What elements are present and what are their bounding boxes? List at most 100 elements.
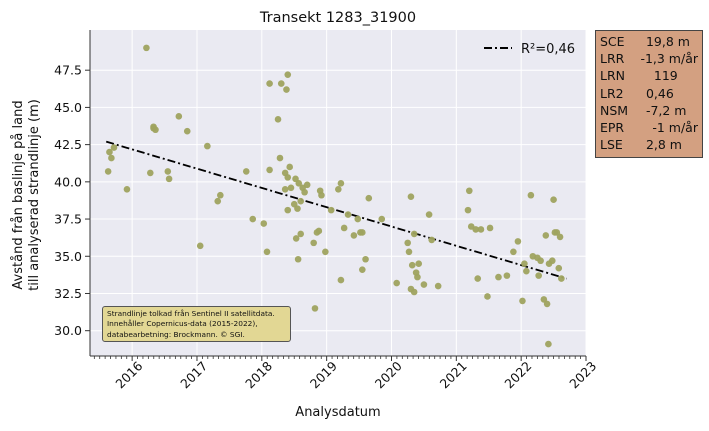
data-point — [110, 144, 118, 151]
data-point — [527, 191, 535, 199]
stat-key: LSE — [600, 137, 623, 153]
data-point — [556, 233, 564, 241]
data-point — [434, 282, 442, 290]
legend: R²=0,46 — [484, 42, 575, 57]
data-point — [146, 169, 154, 177]
stat-key: LR2 — [600, 85, 624, 101]
data-point — [407, 193, 415, 201]
data-point — [555, 264, 563, 272]
data-point — [266, 166, 273, 174]
note-line: Strandlinje tolkad från Sentinel II sate… — [107, 309, 275, 318]
data-point — [545, 340, 552, 348]
data-point — [428, 236, 435, 244]
data-point — [362, 255, 369, 263]
y-axis-label-line1: Avstånd från baslinje på land — [11, 100, 26, 289]
data-point — [276, 154, 284, 162]
data-point — [425, 211, 433, 218]
data-point — [284, 206, 292, 214]
data-point — [108, 154, 115, 162]
data-point — [543, 300, 551, 308]
data-point — [378, 215, 386, 223]
data-point — [301, 188, 308, 196]
data-point — [350, 232, 358, 239]
data-point — [292, 235, 300, 242]
data-point — [359, 266, 366, 273]
stat-key: SCE — [600, 34, 625, 49]
data-point — [297, 230, 305, 238]
data-point — [217, 191, 224, 199]
data-point — [143, 44, 150, 52]
data-point — [495, 273, 502, 281]
data-point — [393, 279, 400, 287]
data-point — [196, 242, 204, 250]
data-point — [283, 86, 290, 93]
data-point — [242, 168, 250, 175]
stat-value: -1 m/år — [636, 120, 698, 136]
stat-row-lrr: LRR -1,3 m/år — [600, 50, 698, 67]
x-tick-label: 2016 — [112, 358, 145, 391]
data-point — [510, 248, 517, 256]
data-point — [464, 206, 472, 214]
data-point — [204, 142, 211, 150]
data-point — [152, 126, 159, 134]
y-tick-label: 30.0 — [54, 323, 82, 338]
x-axis-label: Analysdatum — [295, 405, 380, 420]
data-point — [484, 293, 491, 300]
note-line: Innehåller Copernicus-data (2015-2022), — [107, 319, 258, 329]
y-tick-label: 45.0 — [54, 100, 82, 115]
data-point — [274, 116, 282, 123]
data-point — [537, 257, 544, 265]
data-point — [521, 260, 528, 268]
data-point — [164, 168, 172, 175]
stat-value: 119 — [638, 68, 678, 84]
data-point — [165, 175, 173, 183]
data-point — [104, 168, 112, 175]
data-point — [465, 187, 473, 195]
data-point — [315, 227, 323, 235]
y-tick-label: 42.5 — [54, 137, 82, 152]
data-point — [303, 181, 311, 189]
data-point — [486, 224, 494, 232]
stat-key: NSM — [600, 102, 629, 118]
data-point — [344, 211, 352, 218]
stat-row-lrn: LRN 119 — [600, 67, 698, 84]
x-tick-label: 2023 — [566, 358, 599, 391]
data-point — [337, 276, 345, 284]
chart-title: Transekt 1283_31900 — [259, 10, 416, 26]
data-point — [249, 215, 257, 223]
note-line: databearbetning: Brockmann. © SGI. — [107, 329, 245, 339]
data-point — [414, 273, 421, 281]
data-point — [277, 80, 285, 87]
data-point — [263, 248, 271, 256]
data-point — [281, 185, 289, 193]
data-points — [104, 44, 565, 348]
stat-row-lse: LSE 2,8 m — [600, 136, 698, 153]
x-tick-label: 2019 — [307, 358, 340, 391]
data-point — [327, 206, 335, 214]
y-axis-label-line2: till analyserad strandlinje (m) — [27, 99, 42, 291]
data-point — [542, 232, 550, 239]
data-point — [405, 248, 413, 256]
data-point — [295, 180, 303, 187]
data-point — [294, 255, 302, 263]
data-source-note: Strandlinje tolkad från Sentinel II sate… — [102, 306, 291, 342]
data-point — [415, 260, 423, 268]
data-point — [550, 196, 557, 203]
stat-value: -7,2 m — [638, 102, 687, 118]
data-point — [420, 281, 428, 288]
y-tick-label: 47.5 — [54, 63, 82, 78]
data-point — [183, 127, 191, 135]
data-point — [297, 197, 305, 205]
data-point — [311, 305, 319, 312]
data-point — [123, 185, 131, 193]
x-tick-label: 2017 — [177, 358, 210, 391]
data-point — [287, 184, 295, 192]
stat-value: 2,8 m — [638, 137, 682, 153]
x-tick-label: 2022 — [501, 358, 534, 391]
x-tick-label: 2021 — [437, 358, 470, 391]
data-point — [337, 180, 345, 187]
data-point — [548, 257, 556, 265]
data-point — [175, 113, 183, 120]
y-tick-label: 40.0 — [54, 174, 82, 189]
stat-value: 19,8 m — [638, 34, 690, 49]
